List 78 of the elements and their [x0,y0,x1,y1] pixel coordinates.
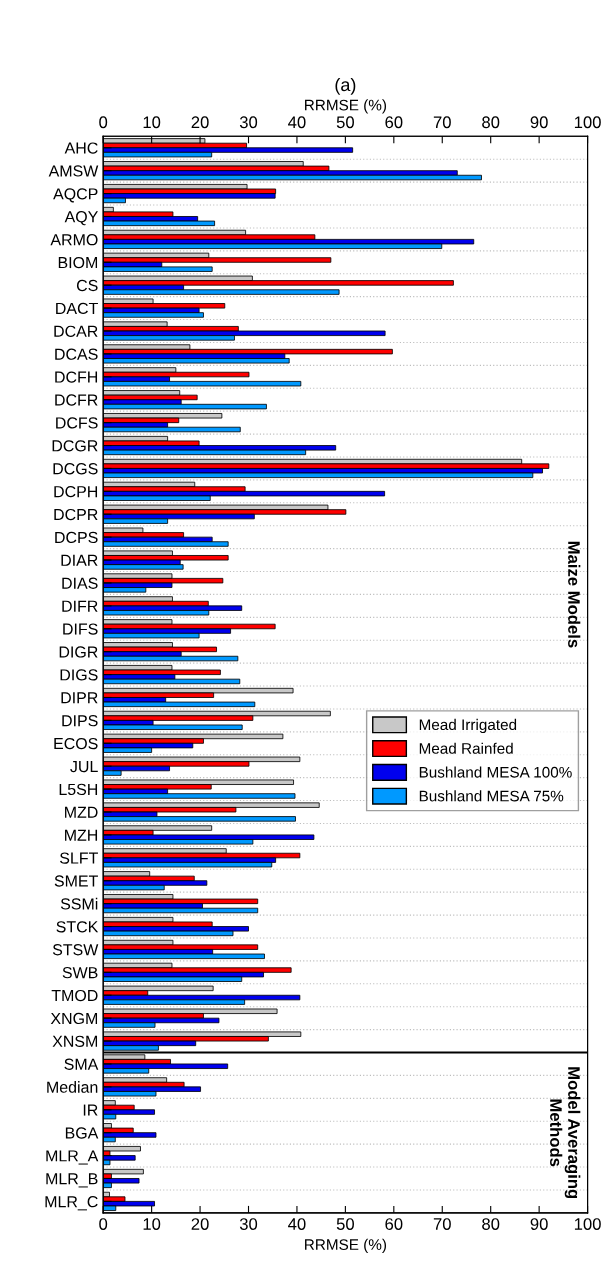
y-tick-label: STCK [56,921,99,933]
x-tick-label: 10 [143,1218,161,1230]
x2-tick-label: 50 [336,116,354,129]
y-tick-label: SMET [54,875,98,887]
y-tick-label: AQCP [53,188,98,203]
x2-tick-label: 100 [574,116,601,129]
y-tick-label: DIPS [62,715,98,727]
y-tick-label: DIFR [62,600,98,612]
y-tick-label: SSMi [60,897,98,910]
chart-title: (a) [335,77,356,95]
y-tick-label: AHC [64,142,98,154]
x-tick-label: 60 [385,1218,403,1230]
y-tick-label: DCPS [55,531,98,544]
y-tick-label: L5SH [59,783,98,796]
y-tick-label: DCPR [54,508,98,521]
y-tick-label: MZH [65,829,98,841]
y-tick-label: ARMO [50,234,98,246]
y-tick-label: DCAS [55,348,98,360]
y-tick-label: TMOD [51,989,98,1002]
y-tick-label: DCPH [54,485,98,498]
y-tick-label: Median [47,1081,98,1093]
legend-label: Mead Irrigated [419,718,517,734]
x2-tick-label: 0 [99,116,108,129]
x-tick-label: 100 [574,1218,601,1230]
y-tick-label: DIAS [62,577,98,589]
x2-tick-label: 20 [191,116,209,129]
x-tick-label: 50 [336,1218,354,1230]
y-tick-label: ECOS [54,737,98,750]
y-tick-label: DACT [56,302,98,315]
y-tick-label: SWB [62,966,98,979]
x-tick-label: 0 [99,1218,108,1230]
y-tick-label: DCGR [52,440,98,452]
x2-axis-title: RRMSE (%) [305,99,387,114]
y-tick-label: STSW [52,944,99,956]
y-tick-label: SLFT [60,852,98,864]
x-tick-label: 70 [433,1218,451,1230]
x2-tick-label: 80 [482,116,500,129]
y-tick-label: JUL [70,761,98,773]
y-tick-label: AMSW [48,165,99,177]
x2-tick-label: 30 [239,116,258,129]
y-tick-label: SMA [64,1058,99,1070]
legend-label: Bushland MESA 100% [419,766,572,778]
y-tick-label: IR [83,1104,98,1116]
y-tick-label: DCFS [56,417,98,429]
y-tick-label: MLR_B [46,1173,98,1188]
x2-tick-label: 90 [530,116,548,129]
y-tick-label: DIGS [60,669,98,681]
legend-label: Bushland MESA 75% [419,790,564,802]
x2-tick-label: 40 [288,116,306,129]
y-tick-label: DIGR [59,646,98,658]
x2-tick-label: 10 [143,116,161,129]
y-tick-label: DCGS [53,463,98,475]
y-tick-label: DCFR [55,394,98,406]
y-tick-label: DIFS [63,623,98,635]
x-tick-label: 40 [288,1218,306,1230]
y-tick-label: DCAR [54,325,98,337]
y-tick-label: AQY [64,211,98,226]
y-tick-label: CS [76,279,98,292]
y-tick-label: XNSM [52,1035,98,1048]
annotation: Maize Models [568,541,581,648]
y-tick-label: MLR_A [46,1150,99,1165]
y-tick-label: MZD [65,806,98,818]
x-axis-title: RRMSE (%) [305,1238,387,1254]
y-tick-label: DIAR [61,554,98,566]
x-tick-label: 20 [191,1218,209,1230]
x2-tick-label: 60 [385,116,403,129]
y-tick-label: DIPR [61,692,98,704]
y-tick-label: BGA [65,1127,99,1139]
x-tick-label: 30 [239,1218,258,1230]
y-tick-label: BIOM [58,256,98,269]
y-tick-label: XNGM [50,1012,98,1025]
x-tick-label: 80 [482,1218,500,1230]
y-tick-label: DCFH [55,371,98,383]
legend-label: Mead Rainfed [419,742,513,754]
x-tick-label: 90 [530,1218,548,1230]
y-tick-label: MLR_C [45,1196,98,1211]
annotation: Model Averaging Methods [550,1067,581,1199]
x2-tick-label: 70 [433,116,451,129]
